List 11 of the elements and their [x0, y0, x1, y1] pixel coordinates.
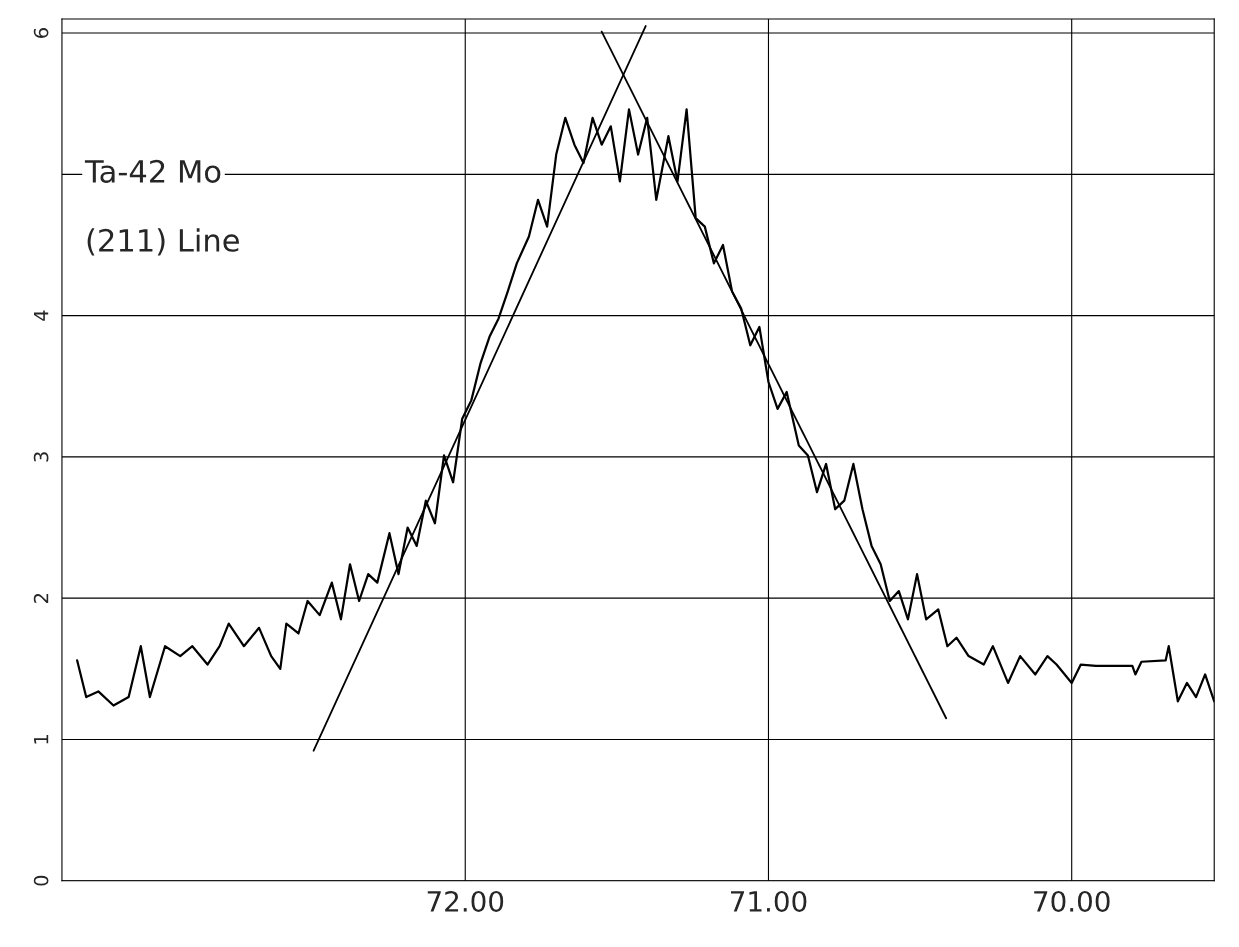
y-tick-label: 1 — [34, 735, 49, 744]
y-tick-label: 2 — [33, 593, 49, 603]
text: (211) Line — [87, 228, 239, 256]
y-tick-label: 3 — [33, 452, 49, 462]
y-tick-label: 6 — [33, 28, 49, 38]
x-tick-label: 71.00 — [730, 890, 807, 912]
y-tick-label: 4 — [34, 310, 49, 321]
y-tick-label: 0 — [33, 875, 49, 886]
text: Ta-42 Mo — [84, 159, 221, 183]
x-tick-label: 72.00 — [427, 890, 504, 912]
x-tick-label: 70.00 — [1034, 890, 1110, 912]
